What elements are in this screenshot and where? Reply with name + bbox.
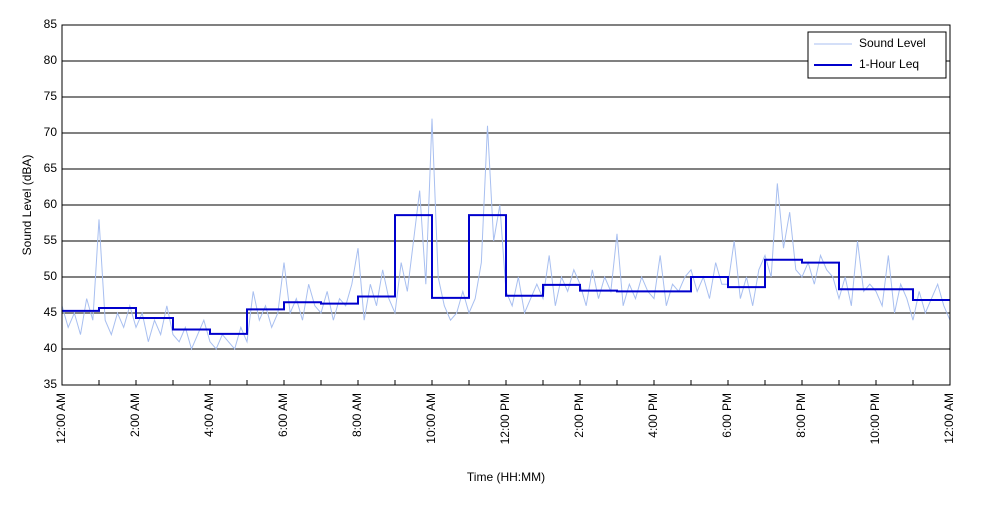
plot-frame <box>61 24 951 386</box>
y-tick-label: 55 <box>44 233 58 247</box>
y-tick-label: 45 <box>44 305 58 319</box>
y-tick-label: 80 <box>44 53 58 67</box>
y-tick-label: 50 <box>44 269 58 283</box>
x-tick-label: 10:00 PM <box>868 393 882 444</box>
y-tick-label: 75 <box>44 89 58 103</box>
y-tick-label: 65 <box>44 161 58 175</box>
y-tick-label: 35 <box>44 377 58 391</box>
y-tick-label: 85 <box>44 17 58 31</box>
legend-label: Sound Level <box>859 36 926 50</box>
y-axis-title: Sound Level (dBA) <box>20 155 34 256</box>
x-tick-label: 12:00 AM <box>942 393 956 444</box>
x-tick-label: 4:00 AM <box>202 393 216 437</box>
legend-box <box>807 31 947 79</box>
x-tick-label: 6:00 PM <box>720 393 734 438</box>
x-tick-label: 10:00 AM <box>424 393 438 444</box>
x-tick-label: 4:00 PM <box>646 393 660 438</box>
legend-label: 1-Hour Leq <box>859 57 919 71</box>
x-axis-title: Time (HH:MM) <box>467 470 545 484</box>
x-tick-label: 8:00 AM <box>350 393 364 437</box>
x-tick-label: 8:00 PM <box>794 393 808 438</box>
x-tick-label: 12:00 PM <box>498 393 512 444</box>
y-tick-label: 70 <box>44 125 58 139</box>
x-tick-label: 2:00 PM <box>572 393 586 438</box>
y-tick-label: 40 <box>44 341 58 355</box>
x-tick-label: 2:00 AM <box>128 393 142 437</box>
x-tick-label: 6:00 AM <box>276 393 290 437</box>
leq-line <box>62 214 950 335</box>
x-tick-label: 12:00 AM <box>54 393 68 444</box>
y-tick-label: 60 <box>44 197 58 211</box>
